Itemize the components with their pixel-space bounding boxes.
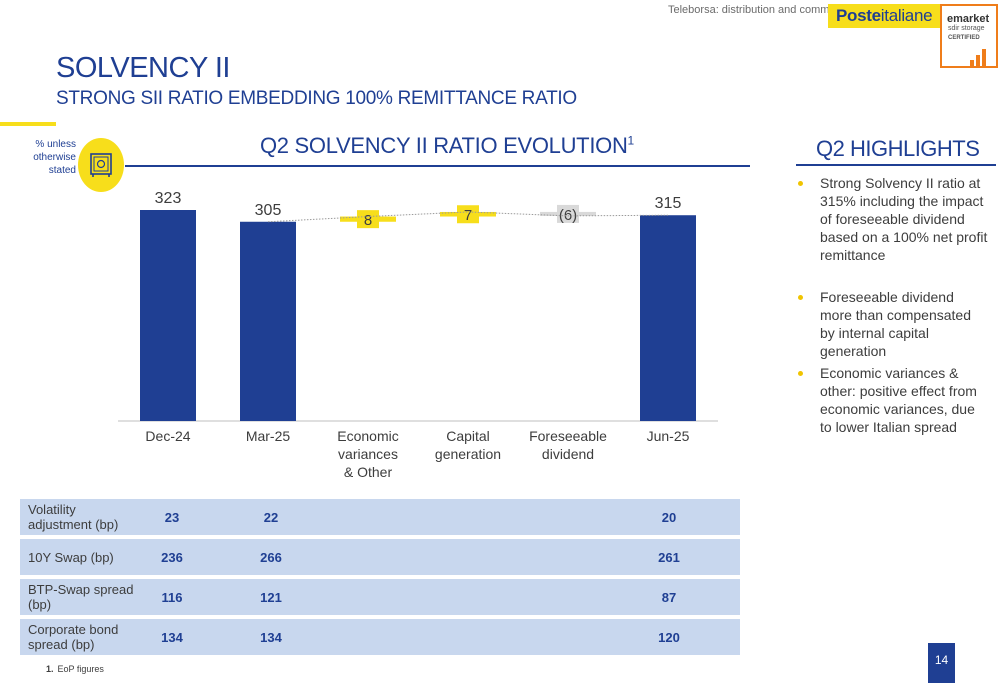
highlights-title: Q2 HIGHLIGHTS bbox=[816, 136, 980, 161]
row-label: 10Y Swap (bp) bbox=[28, 549, 114, 565]
table-row: BTP-Swap spread (bp) 116 121 87 bbox=[20, 579, 740, 615]
slide-subtitle: STRONG SII RATIO EMBEDDING 100% REMITTAN… bbox=[56, 88, 577, 109]
delta-label-bg bbox=[557, 204, 579, 223]
x-tick-label-line: Mar-25 bbox=[246, 428, 291, 444]
footnote-number: 1. bbox=[46, 664, 54, 674]
row-label: Volatility adjustment (bp) bbox=[28, 502, 119, 532]
table-row: Corporate bond spread (bp) 134 134 120 bbox=[20, 619, 740, 655]
cell-jun25: 87 bbox=[661, 589, 677, 605]
cell-mar25: 22 bbox=[263, 509, 279, 525]
data-label: 7 bbox=[464, 207, 472, 224]
accent-line bbox=[0, 122, 56, 126]
data-label: 8 bbox=[364, 212, 372, 229]
x-tick-label: Economic variances & Other bbox=[337, 428, 398, 480]
badge-line1: emarket bbox=[947, 13, 990, 25]
cell-mar25: 121 bbox=[260, 589, 282, 605]
cell-jun25: 20 bbox=[661, 509, 677, 525]
x-tick-label-line: variances bbox=[338, 446, 398, 462]
cell-dec24: 134 bbox=[161, 629, 183, 645]
page-number: 14 bbox=[928, 643, 955, 683]
cell-dec24: 116 bbox=[161, 589, 183, 605]
table-row: Volatility adjustment (bp) 23 22 20 bbox=[20, 499, 740, 535]
delta-label-bg bbox=[357, 210, 379, 229]
delta-label-bg bbox=[457, 205, 479, 224]
highlight-item: Economic variances & other: positive eff… bbox=[798, 364, 988, 436]
logo-brand-bold: Poste bbox=[836, 6, 881, 25]
data-label: 305 bbox=[255, 202, 282, 219]
safe-icon bbox=[78, 138, 124, 192]
bar-Dec-24 bbox=[140, 210, 196, 421]
data-label: 323 bbox=[155, 190, 182, 207]
bar-Jun-25 bbox=[640, 215, 696, 421]
emarket-storage-badge: emarket sdir storage CERTIFIED bbox=[940, 4, 998, 68]
chart-title-footnote: 1 bbox=[627, 133, 635, 148]
footnote: 1. EoP figures bbox=[46, 664, 104, 674]
poste-logo-background bbox=[828, 4, 940, 28]
x-tick-label-line: Jun-25 bbox=[647, 428, 690, 444]
x-tick-label-line: Foreseeable bbox=[529, 428, 607, 444]
bullet-icon bbox=[798, 371, 803, 376]
row-label: BTP-Swap spread (bp) bbox=[28, 582, 134, 612]
x-tick-label-line: & Other bbox=[344, 464, 393, 480]
logo-brand-light: italiane bbox=[880, 6, 933, 25]
units-note: % unless otherwise stated bbox=[33, 139, 76, 176]
data-label: 315 bbox=[655, 195, 682, 212]
badge-bars-icon bbox=[970, 48, 988, 66]
x-tick-label-line: Capital bbox=[446, 428, 490, 444]
highlight-item: Foreseeable dividend more than compensat… bbox=[798, 288, 988, 360]
cell-jun25: 261 bbox=[658, 549, 680, 565]
x-tick-label-line: Dec-24 bbox=[145, 428, 190, 444]
bullet-icon bbox=[798, 295, 803, 300]
highlight-text: Foreseeable dividend more than compensat… bbox=[820, 289, 971, 359]
x-tick-label-line: Economic bbox=[337, 428, 398, 444]
bar-Mar-25 bbox=[240, 221, 296, 421]
chart-title-rule bbox=[125, 165, 750, 167]
cell-jun25: 120 bbox=[658, 629, 680, 645]
poste-italiane-logo: Posteitaliane bbox=[836, 6, 933, 26]
x-tick-label: Mar-25 bbox=[246, 428, 291, 444]
bullet-icon bbox=[798, 181, 803, 186]
cell-dec24: 236 bbox=[161, 549, 183, 565]
row-label: Corporate bond spread (bp) bbox=[28, 622, 119, 652]
highlights-rule bbox=[796, 164, 996, 166]
x-tick-label-line: dividend bbox=[542, 446, 594, 462]
market-indicators-table: Volatility adjustment (bp) 23 22 20 10Y … bbox=[20, 499, 740, 659]
x-tick-label: Capital generation bbox=[435, 428, 501, 462]
cell-mar25: 134 bbox=[260, 629, 282, 645]
chart-title-text: Q2 SOLVENCY II RATIO EVOLUTION bbox=[260, 133, 628, 158]
table-row: 10Y Swap (bp) 236 266 261 bbox=[20, 539, 740, 575]
highlight-item: Strong Solvency II ratio at 315% includi… bbox=[798, 174, 988, 264]
chart-title: Q2 SOLVENCY II RATIO EVOLUTION1 bbox=[260, 133, 634, 159]
badge-line3: CERTIFIED bbox=[948, 35, 980, 41]
badge-line2: sdir storage bbox=[948, 25, 985, 32]
cell-dec24: 23 bbox=[164, 509, 180, 525]
slide-title: SOLVENCY II bbox=[56, 52, 230, 84]
x-tick-label: Foreseeable dividend bbox=[529, 428, 607, 462]
x-tick-label-line: generation bbox=[435, 446, 501, 462]
footnote-text: EoP figures bbox=[57, 664, 104, 674]
cell-mar25: 266 bbox=[260, 549, 282, 565]
highlight-text: Economic variances & other: positive eff… bbox=[820, 365, 977, 435]
x-tick-label: Dec-24 bbox=[145, 428, 190, 444]
x-tick-label: Jun-25 bbox=[647, 428, 690, 444]
connector-line bbox=[267, 211, 669, 223]
highlight-text: Strong Solvency II ratio at 315% includi… bbox=[820, 175, 988, 263]
